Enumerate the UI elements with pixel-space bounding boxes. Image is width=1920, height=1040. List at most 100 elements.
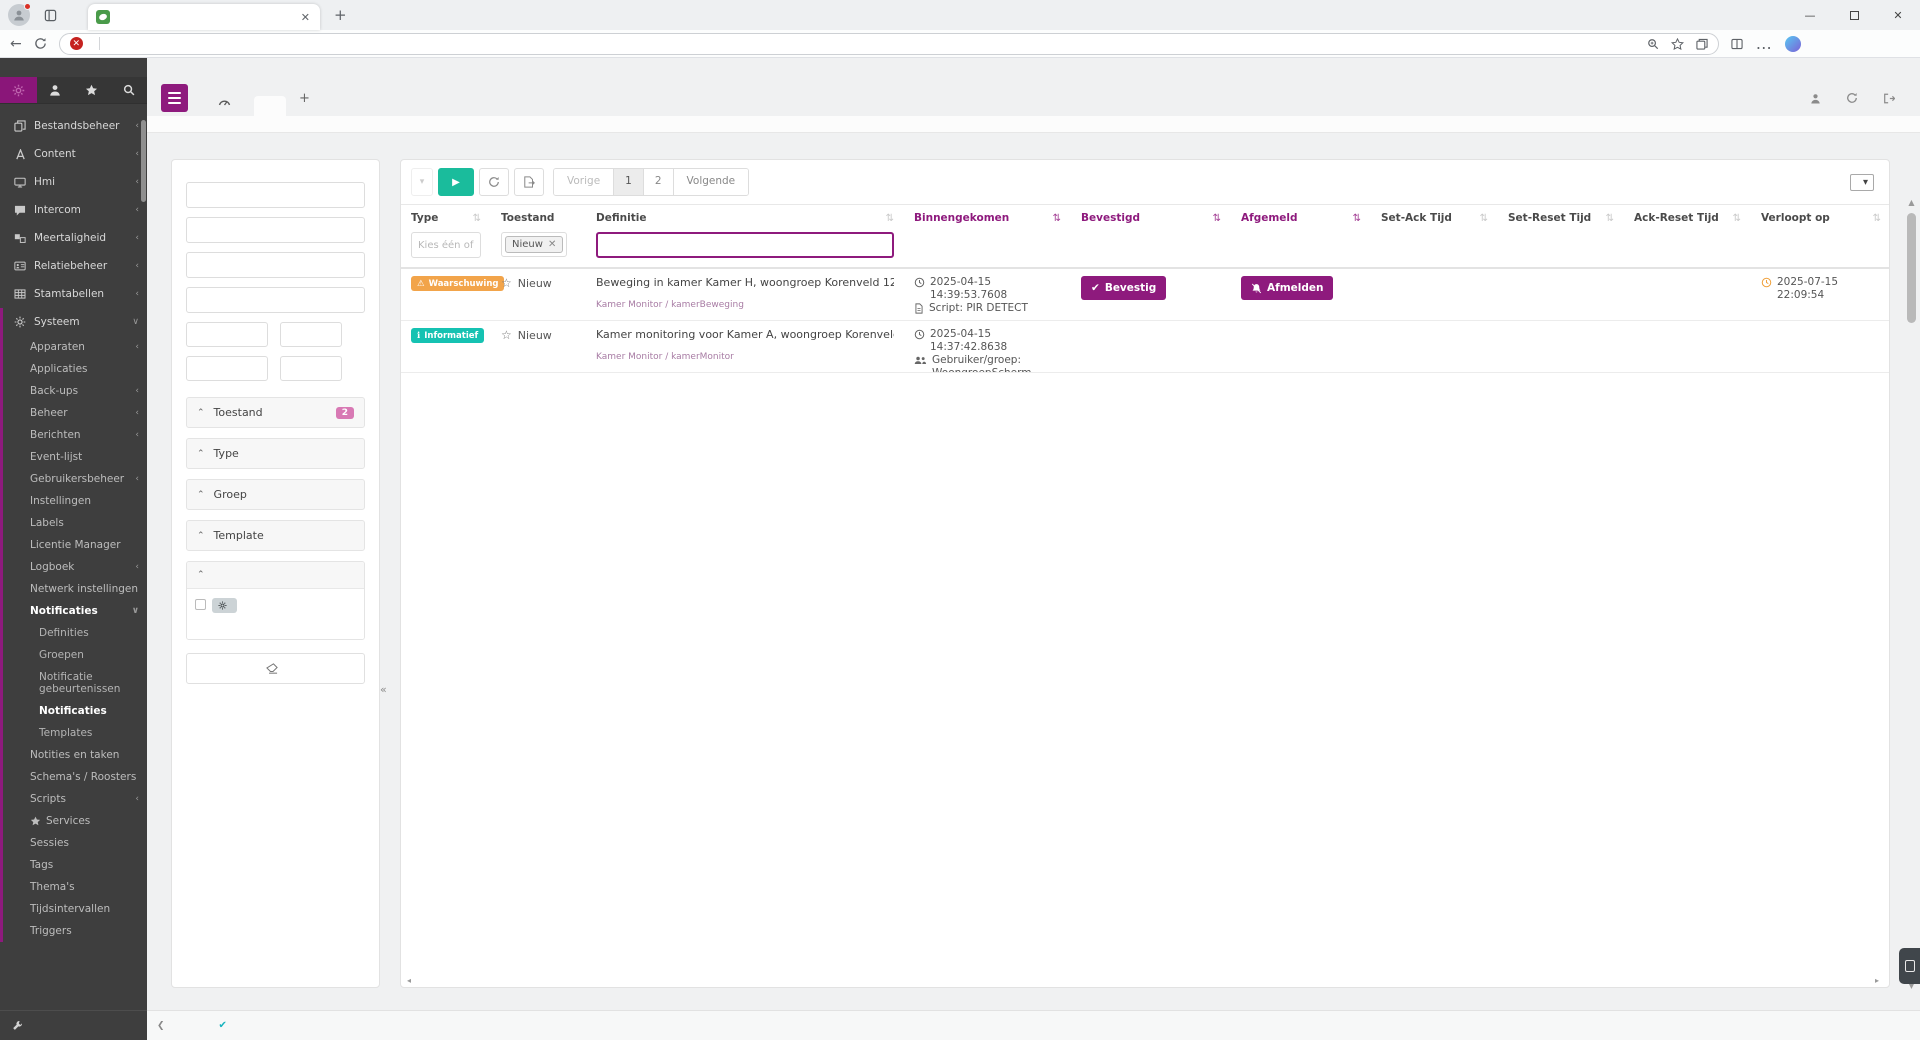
- window-maximize-button[interactable]: [1832, 0, 1876, 30]
- tot-time-input[interactable]: [280, 356, 342, 381]
- pagination-page-1[interactable]: 1: [614, 169, 644, 195]
- main-scrollbar[interactable]: ▲ ▼: [1906, 198, 1917, 990]
- scroll-down-icon[interactable]: ▼: [1908, 981, 1915, 990]
- accordion-collapse-icon[interactable]: ⌃: [187, 562, 364, 589]
- sidebar-item-beheer[interactable]: Beheer ‹: [3, 402, 147, 424]
- toestand-filter-box[interactable]: Nieuw ✕: [501, 232, 568, 257]
- zoom-icon[interactable]: [1647, 38, 1659, 50]
- sort-icon[interactable]: ⇅: [472, 212, 481, 224]
- definitie-search-input[interactable]: [186, 182, 365, 208]
- window-close-button[interactable]: ✕: [1893, 8, 1903, 22]
- sidebar-item-berichten[interactable]: Berichten ‹: [3, 424, 147, 446]
- browser-tab[interactable]: ✕: [88, 4, 320, 30]
- address-bar[interactable]: ✕: [58, 32, 1719, 55]
- sort-icon[interactable]: ⇅: [1212, 212, 1221, 224]
- logout-button[interactable]: [1883, 93, 1900, 104]
- van-date-input[interactable]: [186, 322, 268, 347]
- signoff-button[interactable]: Afmelden: [1241, 276, 1334, 300]
- page-size-select[interactable]: ▾: [1849, 173, 1874, 191]
- sort-icon[interactable]: ⇅: [1052, 212, 1061, 224]
- bulk-select-dropdown[interactable]: ▾: [411, 168, 433, 196]
- confirm-button[interactable]: ✔ Bevestig: [1081, 276, 1167, 300]
- definition-source-link[interactable]: Kamer Monitor / kamerBeweging: [596, 300, 744, 310]
- sort-icon[interactable]: ⇅: [1605, 212, 1614, 224]
- sidebar-item-tijdsintervallen[interactable]: Tijdsintervallen: [3, 898, 147, 920]
- sidebar-item-meertaligheid[interactable]: Meertaligheid ‹: [0, 224, 147, 252]
- sidebar-item-triggers[interactable]: Triggers: [3, 920, 147, 942]
- sidebar-collapse-icon[interactable]: ❮: [157, 1020, 165, 1031]
- sidebar-item-thema-s[interactable]: Thema's: [3, 876, 147, 898]
- new-app-tab-button[interactable]: +: [299, 91, 310, 106]
- sidebar-scrollbar[interactable]: [141, 120, 146, 202]
- settings-ellipsis-icon[interactable]: …: [1755, 34, 1772, 53]
- column-header-verloopt-op[interactable]: Verloopt op ⇅: [1751, 212, 1889, 224]
- tab-actions-icon[interactable]: [44, 9, 57, 22]
- sidebar-item-sessies[interactable]: Sessies: [3, 832, 147, 854]
- user-menu[interactable]: [1810, 93, 1826, 104]
- menu-toggle-button[interactable]: [161, 84, 188, 112]
- sidebar-tab-user[interactable]: [37, 77, 74, 103]
- sidebar-item-systeem[interactable]: Systeem ∨: [3, 308, 147, 336]
- window-minimize-button[interactable]: —: [1804, 8, 1816, 22]
- system-notifications-chip[interactable]: [212, 598, 237, 613]
- back-icon[interactable]: ←: [10, 35, 22, 52]
- sidebar-item-notificaties[interactable]: Notificaties: [3, 700, 147, 722]
- play-button[interactable]: ▶: [438, 168, 474, 196]
- filter-accordion-groep[interactable]: ⌃ Groep: [186, 479, 365, 510]
- sidebar-item-applicaties[interactable]: Applicaties: [3, 358, 147, 380]
- labels-select-input[interactable]: [186, 217, 365, 243]
- sidebar-item-instellingen[interactable]: Instellingen: [3, 490, 147, 512]
- refresh-icon[interactable]: [34, 37, 47, 50]
- restart-button[interactable]: [1846, 92, 1863, 104]
- definition-source-link[interactable]: Kamer Monitor / kamerMonitor: [596, 352, 734, 362]
- sidebar-item-notities-en-taken[interactable]: Notities en taken: [3, 744, 147, 766]
- sidebar-item-services[interactable]: Services: [3, 810, 147, 832]
- split-screen-icon[interactable]: [1731, 38, 1743, 50]
- copilot-icon[interactable]: [1784, 35, 1801, 52]
- tab-dashboard[interactable]: [202, 86, 254, 116]
- sort-icon[interactable]: ⇅: [885, 212, 894, 224]
- sidebar-item-netwerk-instellingen[interactable]: Netwerk instellingen: [3, 578, 147, 600]
- collapse-filters-icon[interactable]: «: [380, 683, 387, 696]
- browser-profile-avatar[interactable]: [8, 3, 31, 26]
- tab-close-icon[interactable]: ✕: [300, 10, 310, 24]
- gebruiker-select-input[interactable]: [186, 287, 365, 313]
- export-button[interactable]: [514, 168, 544, 196]
- sidebar-item-event-lijst[interactable]: Event-lijst: [3, 446, 147, 468]
- column-header-set-ack-tijd[interactable]: Set-Ack Tijd ⇅: [1371, 212, 1498, 224]
- column-header-definitie[interactable]: Definitie ⇅: [586, 212, 904, 224]
- sidebar-tab-search[interactable]: [110, 77, 147, 103]
- sidebar-item-templates[interactable]: Templates: [3, 722, 147, 744]
- relatie-select-input[interactable]: [186, 252, 365, 278]
- hscroll-left-icon[interactable]: ◂: [407, 976, 412, 985]
- sidebar-item-toegangscontrole[interactable]: [0, 1010, 147, 1040]
- pagination-prev[interactable]: Vorige: [554, 169, 615, 195]
- column-header-ack-reset-tijd[interactable]: Ack-Reset Tijd ⇅: [1624, 212, 1751, 224]
- type-filter-input[interactable]: [411, 232, 481, 258]
- sidebar-item-intercom[interactable]: Intercom ‹: [0, 196, 147, 224]
- sort-icon[interactable]: ⇅: [1732, 212, 1741, 224]
- van-time-input[interactable]: [280, 322, 342, 347]
- sidebar-item-hmi[interactable]: Hmi ‹: [0, 168, 147, 196]
- toestand-filter-chip[interactable]: Nieuw ✕: [505, 236, 564, 253]
- sidebar-item-stamtabellen[interactable]: Stamtabellen ‹: [0, 280, 147, 308]
- reload-table-button[interactable]: [479, 168, 509, 196]
- column-header-toestand[interactable]: Toestand: [491, 212, 586, 224]
- sort-icon[interactable]: ⇅: [1352, 212, 1361, 224]
- star-outline-icon[interactable]: ☆: [501, 276, 512, 290]
- pagination-page-2[interactable]: 2: [643, 169, 674, 195]
- system-notifications-checkbox[interactable]: [195, 599, 206, 610]
- sidebar-item-licentie-manager[interactable]: Licentie Manager: [3, 534, 147, 556]
- sidebar-item-notificatie-gebeurtenissen[interactable]: Notificatie gebeurtenissen: [3, 666, 147, 700]
- tot-date-input[interactable]: [186, 356, 268, 381]
- sidebar-item-schema-s-roosters[interactable]: Schema's / Roosters: [3, 766, 147, 788]
- filter-accordion-toestand[interactable]: ⌃ Toestand 2: [186, 397, 365, 428]
- column-header-bevestigd[interactable]: Bevestigd ⇅: [1071, 212, 1231, 224]
- sort-icon[interactable]: ⇅: [1479, 212, 1488, 224]
- sidebar-item-labels[interactable]: Labels: [3, 512, 147, 534]
- sidebar-item-tags[interactable]: Tags: [3, 854, 147, 876]
- column-header-afgemeld[interactable]: Afgemeld ⇅: [1231, 212, 1371, 224]
- filter-accordion-type[interactable]: ⌃ Type: [186, 438, 365, 469]
- sidebar-item-relatiebeheer[interactable]: Relatiebeheer ‹: [0, 252, 147, 280]
- scrollbar-thumb[interactable]: [1907, 213, 1916, 323]
